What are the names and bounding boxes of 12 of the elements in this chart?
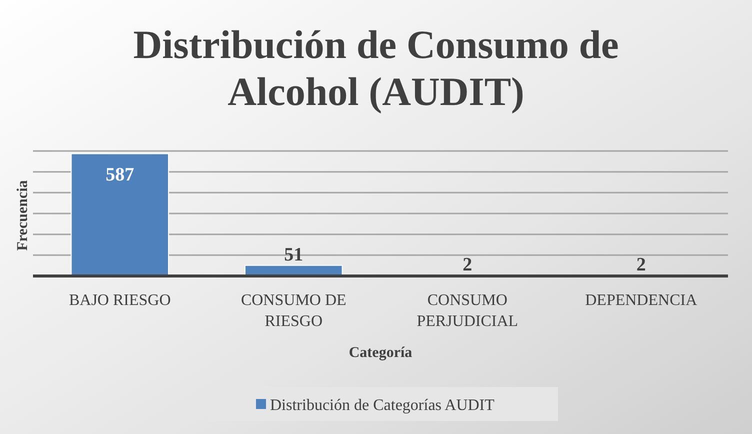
y-axis-title: Frecuencia [15, 180, 31, 251]
x-tick-label: CONSUMO DE RIESGO [240, 292, 346, 330]
data-label: 2 [636, 254, 646, 276]
x-tick-label: DEPENDENCIA [585, 292, 698, 309]
x-axis-title: Categoría [348, 345, 413, 361]
data-label: 587 [106, 164, 135, 186]
chart-title: Distribución de Consumo de Alcohol (AUDIT) [133, 22, 619, 114]
data-label: 51 [284, 244, 304, 266]
x-tick-label: CONSUMO PERJUDICIAL [416, 292, 518, 330]
data-label: 2 [462, 254, 472, 276]
text: Distribución de Categorías AUDIT [270, 397, 495, 414]
x-tick-label: BAJO RIESGO [68, 292, 171, 309]
